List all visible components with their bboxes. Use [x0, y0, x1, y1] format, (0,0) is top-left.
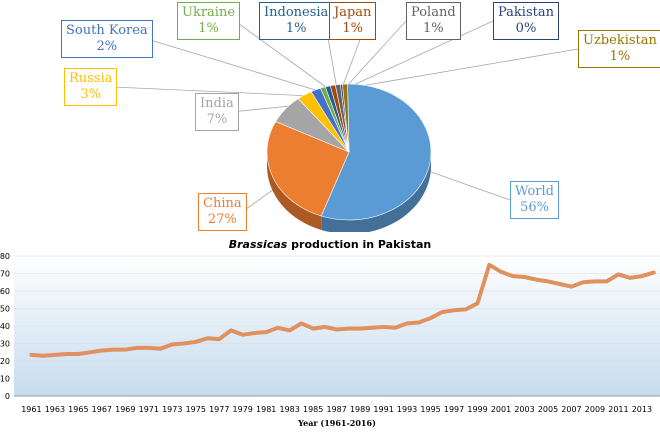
- pie-label-india: India 7%: [195, 93, 239, 131]
- pie-label-uzbekistan: Uzbekistan 1%: [578, 30, 660, 68]
- x-axis-title: Year (1961-2016): [297, 418, 376, 428]
- x-tick-label: 1963: [45, 405, 65, 414]
- x-tick-label: 2011: [608, 405, 628, 414]
- x-tick-label: 1993: [397, 405, 417, 414]
- line-chart-title: Brassicas production in Pakistan: [229, 238, 432, 251]
- pie-label-percent: 1%: [423, 21, 444, 36]
- pie-label-name: Russia: [69, 71, 113, 86]
- pie-label-russia: Russia 3%: [64, 68, 118, 106]
- x-tick-label: 2007: [561, 405, 581, 414]
- pie-leader-lines: [113, 20, 579, 213]
- pie-label-world: World 56%: [510, 181, 559, 219]
- pie-leader-pakistan: [346, 20, 494, 89]
- pie-slice-china: [266, 121, 350, 217]
- pie-label-japan: Japan 1%: [329, 2, 377, 40]
- pie-label-percent: 7%: [206, 112, 228, 127]
- x-tick-label: 1961: [21, 405, 41, 414]
- pie-label-name: South Korea: [66, 23, 148, 38]
- y-tick-label: 20: [0, 357, 10, 366]
- pie-slice-uzbekistan: [342, 83, 350, 153]
- pie-label-percent: 1%: [198, 21, 219, 36]
- pie-label-pakistan: Pakistan 0%: [493, 2, 559, 40]
- pie-slice-side-world: [321, 152, 431, 232]
- x-tick-label: 1973: [162, 405, 182, 414]
- pie-leader-uzbekistan: [348, 48, 579, 89]
- pie-label-poland: Poland 1%: [406, 2, 461, 40]
- pie-leader-poland: [344, 20, 407, 89]
- x-tick-label: 1985: [303, 405, 323, 414]
- x-tick-label: 1979: [233, 405, 253, 414]
- pie-label-name: Pakistan: [498, 5, 554, 20]
- x-tick-label: 1971: [139, 405, 159, 414]
- pie-label-percent: 0%: [515, 21, 537, 36]
- y-gridlines: [14, 255, 660, 379]
- pie-label-percent: 2%: [96, 39, 118, 54]
- x-tick-label: 2009: [585, 405, 605, 414]
- pie-label-name: World: [515, 184, 554, 199]
- y-tick-label: 60: [0, 287, 10, 296]
- pie-label-south-korea: South Korea 2%: [61, 20, 153, 58]
- pie-label-name: India: [200, 96, 234, 111]
- x-tick-label: 1999: [467, 405, 487, 414]
- pie-leader-russia: [113, 86, 313, 97]
- pie-label-name: Ukraine: [182, 5, 236, 20]
- x-tick-label: 1991: [373, 405, 393, 414]
- pie-label-percent: 1%: [609, 49, 631, 64]
- pie-depth: [267, 152, 431, 232]
- y-tick-labels: 0 10 20 30 40 50 60 70 80: [0, 252, 10, 401]
- x-tick-label: 1989: [350, 405, 370, 414]
- pie-label-indonesia: Indonesia 1%: [259, 2, 334, 40]
- y-tick-label: 70: [0, 270, 10, 279]
- y-tick-label: 50: [0, 305, 10, 314]
- y-tick-label: 80: [0, 252, 10, 261]
- y-tick-label: 10: [0, 375, 10, 384]
- pie-label-percent: 27%: [207, 212, 237, 227]
- pie-slices: [266, 83, 432, 221]
- y-tick-label: 30: [0, 340, 10, 349]
- x-tick-label: 2013: [632, 405, 652, 414]
- pie-label-name: China: [203, 196, 242, 211]
- line-chart: Brassicas production in Pakistan 0 10 20 30…: [0, 238, 660, 428]
- pie-label-percent: 3%: [80, 87, 102, 102]
- pie-slice-world: [320, 83, 432, 221]
- y-tick-label: 40: [0, 322, 10, 331]
- pie-label-ukraine: Ukraine 1%: [177, 2, 241, 40]
- pie-leader-south-korea: [146, 38, 323, 93]
- x-tick-label: 1995: [420, 405, 440, 414]
- pie-leader-world: [419, 167, 511, 201]
- pie-label-percent: 1%: [285, 21, 307, 36]
- x-tick-labels: 1961 1963 1965 1967 1969 1971 1973 1975 1977 1979…: [21, 405, 652, 414]
- x-tick-label: 2003: [514, 405, 534, 414]
- pie-slice-side-china: [267, 152, 322, 230]
- pie-label-name: Poland: [411, 5, 456, 20]
- pie-chart: [113, 20, 579, 232]
- x-tick-label: 1997: [444, 405, 464, 414]
- x-tick-label: 1981: [256, 405, 276, 414]
- y-tick-label: 0: [5, 392, 10, 401]
- pie-label-name: Indonesia: [264, 5, 329, 20]
- x-tick-label: 1987: [326, 405, 346, 414]
- x-tick-label: 1969: [115, 405, 135, 414]
- pie-label-percent: 1%: [342, 21, 364, 36]
- x-tick-label: 2005: [538, 405, 558, 414]
- x-tick-label: 1975: [186, 405, 206, 414]
- pie-leader-ukraine: [234, 20, 331, 91]
- x-tick-label: 1967: [92, 405, 112, 414]
- x-tick-label: 1965: [68, 405, 88, 414]
- plot-area: [14, 254, 660, 396]
- pie-label-name: Uzbekistan: [583, 33, 657, 48]
- x-tick-label: 1977: [209, 405, 229, 414]
- series-line: [29, 262, 656, 358]
- x-tick-label: 1983: [280, 405, 300, 414]
- pie-label-china: China 27%: [198, 193, 247, 231]
- pie-label-percent: 56%: [520, 200, 549, 215]
- pie-label-name: Japan: [334, 5, 372, 20]
- x-tick-label: 2001: [491, 405, 511, 414]
